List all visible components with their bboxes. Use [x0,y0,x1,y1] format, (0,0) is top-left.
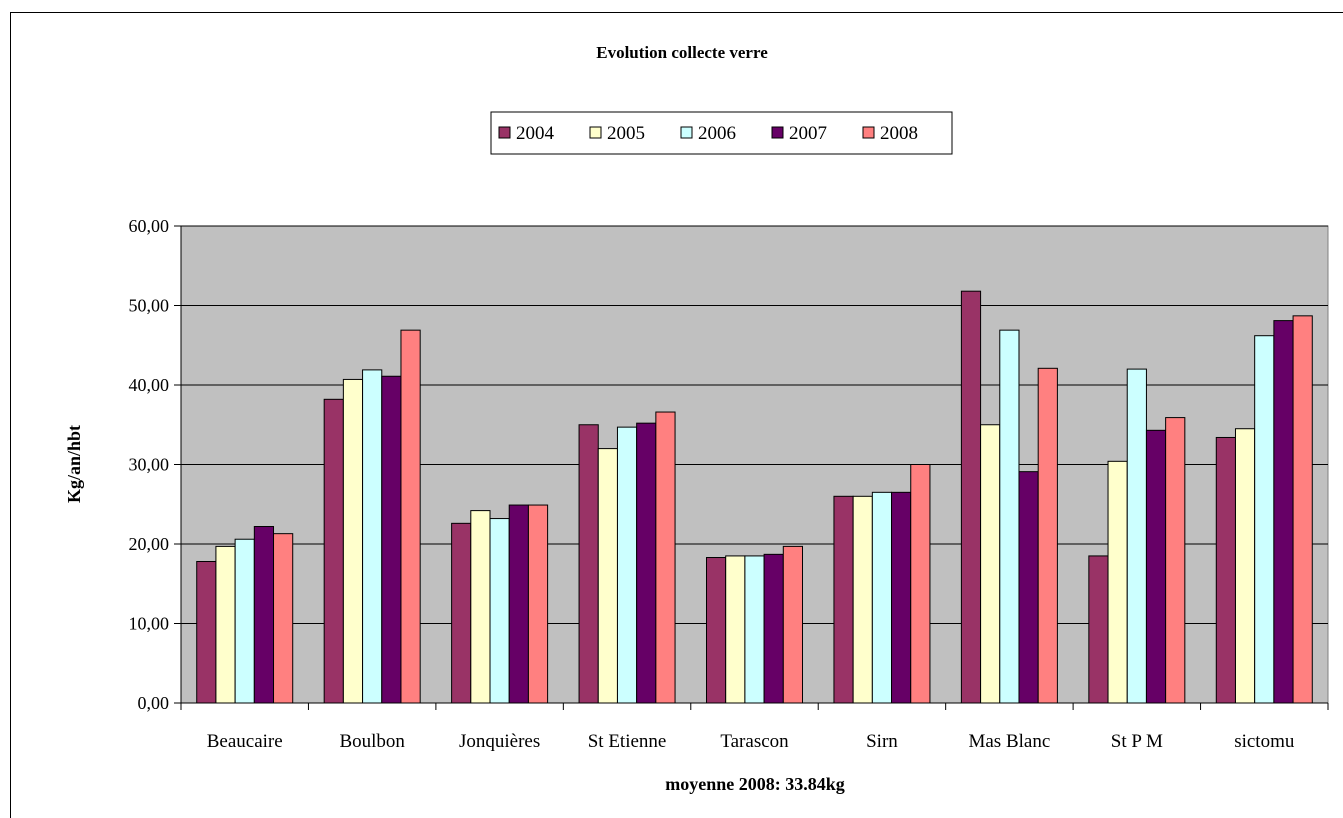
legend: 2004 2005 2006 2007 2008 [490,111,953,155]
bar-2005-beaucaire [215,545,236,704]
x-tick-label: Mas Blanc [968,731,1050,752]
bar-2005-tarascon [725,555,746,704]
bar-2005-st-p-m [1107,460,1128,704]
bar-2004-beaucaire [196,560,217,704]
legend-swatch-2005 [589,126,602,139]
legend-label-2004: 2004 [516,123,555,144]
x-tick-label: sictomu [1234,731,1295,752]
bar-2008-beaucaire [273,533,294,704]
x-tick-label: St Etienne [588,731,667,752]
bar-2004-tarascon [706,557,727,704]
x-tick-label: Jonquières [459,731,540,752]
bar-2004-jonquières [451,522,472,704]
bar-2005-jonquières [470,510,491,704]
y-tick-labels: 0,00 10,00 20,00 30,00 40,00 50,00 60,00 [129,216,181,713]
bar-2006-tarascon [744,555,765,704]
bar-2008-boulbon [400,329,421,704]
bar-2005-sictomu [1234,428,1256,704]
bar-2008-tarascon [782,545,803,704]
y-axis-label: Kg/an/hbt [64,425,84,503]
bar-2007-st-p-m [1145,429,1167,704]
bar-2006-st-p-m [1126,368,1147,704]
bar-2004-mas-blanc [960,290,982,704]
bar-2008-st-p-m [1165,417,1186,704]
bar-2006-beaucaire [234,538,255,704]
bar-2007-sirn [891,491,912,704]
bar-2005-st-etienne [597,448,618,704]
bar-2004-sirn [833,495,854,704]
legend-swatch-2008 [862,126,875,139]
y-tick-label: 40,00 [129,375,170,395]
bar-2004-boulbon [323,398,344,704]
bar-2008-st-etienne [655,411,676,704]
bar-2007-tarascon [763,553,784,704]
x-tick-label: St P M [1111,731,1163,752]
x-tick-labels: Beaucaire Boulbon Jonquières St Etienne Tara… [180,703,1329,752]
bar-2004-st-p-m [1088,555,1109,704]
y-tick-label: 20,00 [129,534,170,554]
legend-box [490,111,953,155]
chart-frame [10,12,1343,818]
bar-2006-sirn [871,491,893,704]
bar-2007-boulbon [381,375,402,704]
y-tick-label: 0,00 [138,693,170,713]
bar-2007-sictomu [1273,320,1294,704]
legend-swatch-2007 [771,126,784,139]
bar-2008-sirn [910,464,931,704]
bar-2006-sictomu [1254,335,1275,704]
bar-2007-mas-blanc [1018,471,1039,704]
legend-label-2006: 2006 [698,123,736,144]
y-tick-label: 10,00 [129,614,170,634]
x-tick-label: Sirn [866,731,898,752]
bar-2006-mas-blanc [999,329,1020,704]
x-tick-label: Boulbon [339,731,405,752]
x-tick-label: Tarascon [720,731,789,752]
bar-2008-jonquières [527,504,549,704]
y-tick-label: 50,00 [129,296,170,316]
bar-2007-st-etienne [636,422,657,704]
legend-swatch-2006 [680,126,693,139]
legend-label-2008: 2008 [880,123,918,144]
bar-2006-jonquières [489,518,510,704]
legend-swatch-2004 [498,126,511,139]
bar-2004-sictomu [1215,436,1236,704]
bar-2004-st-etienne [578,424,599,704]
bar-2006-boulbon [362,369,383,704]
chart-title: Evolution collecte verre [596,43,768,62]
bars [196,290,1313,704]
bar-2007-jonquières [508,504,529,704]
bar-2008-mas-blanc [1037,367,1058,704]
bar-2005-sirn [852,495,873,704]
bar-2008-sictomu [1292,315,1313,704]
bar-2005-mas-blanc [980,424,1001,704]
x-axis-label: moyenne 2008: 33.84kg [665,774,845,794]
y-tick-label: 30,00 [129,455,170,475]
bar-2007-beaucaire [253,526,275,704]
x-tick-label: Beaucaire [207,731,283,752]
y-tick-label: 60,00 [129,216,170,236]
bar-2005-boulbon [342,378,364,704]
bar-2006-st-etienne [616,426,638,704]
legend-label-2005: 2005 [607,123,645,144]
legend-label-2007: 2007 [789,123,827,144]
